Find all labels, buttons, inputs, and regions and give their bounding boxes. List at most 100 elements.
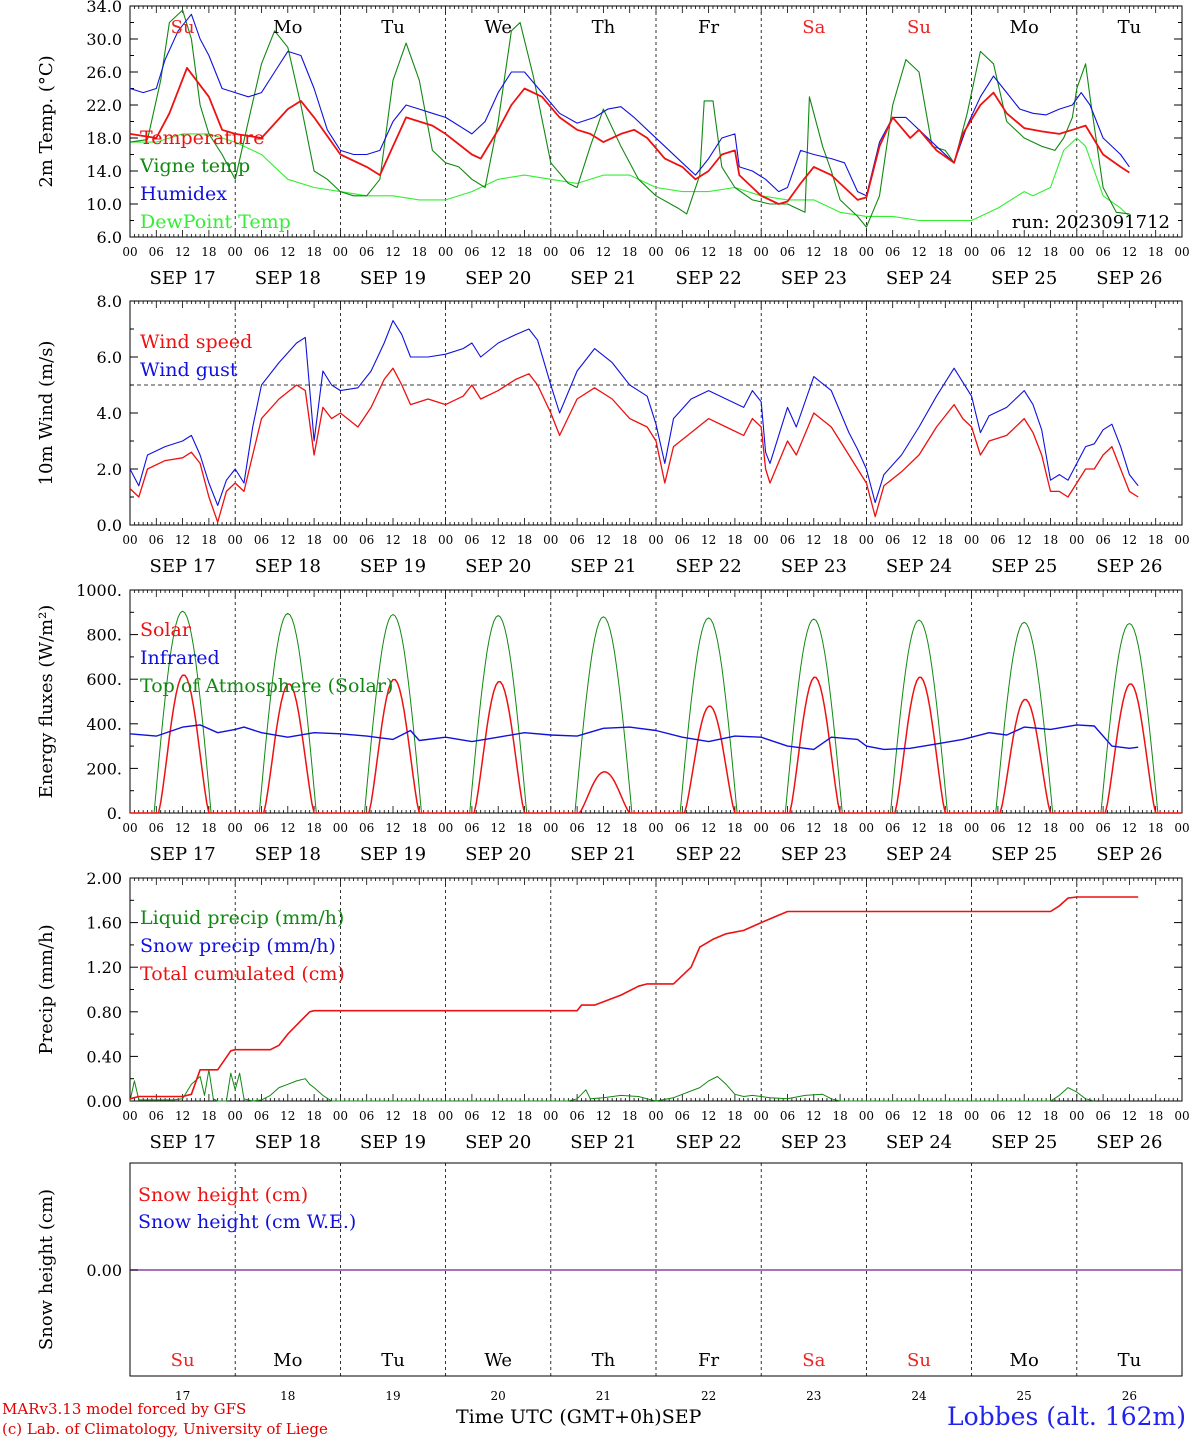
date-label: SEP 21 [570,1132,636,1153]
y-tick-label: 0.00 [86,1092,122,1111]
hour-tick-label: 12 [596,533,611,547]
hour-tick-label: 12 [280,245,295,259]
day-name-label: Fr [698,1350,719,1371]
hour-tick-label: 06 [1095,1109,1110,1123]
date-label: SEP 23 [781,844,847,865]
y-tick-label: 30.0 [86,30,122,49]
day-number-label: 23 [806,1389,821,1403]
hour-tick-label: 00 [333,533,348,547]
date-label: SEP 18 [255,556,321,577]
legend-temperature: Temperature [140,127,264,149]
hour-tick-label: 06 [885,821,900,835]
y-tick-label: 1.20 [86,958,122,977]
day-name-label: Mo [273,17,302,38]
hour-tick-label: 00 [648,533,663,547]
y-tick-label: 0. [107,804,122,823]
date-label: SEP 18 [255,844,321,865]
hour-tick-label: 00 [228,533,243,547]
hour-tick-label: 06 [569,245,584,259]
hour-tick-label: 06 [464,1109,479,1123]
day-number-label: 20 [491,1389,506,1403]
hour-tick-label: 00 [122,821,137,835]
legend-infrared: Infrared [140,647,220,669]
legend-wind-gust: Wind gust [140,359,238,381]
date-label: SEP 25 [991,556,1057,577]
day-name-label: Su [907,1350,931,1371]
hour-tick-label: 06 [885,245,900,259]
hour-tick-label: 00 [543,533,558,547]
hour-tick-label: 18 [727,821,742,835]
hour-tick-label: 12 [701,1109,716,1123]
hour-tick-label: 12 [280,533,295,547]
hour-tick-label: 12 [385,533,400,547]
date-label: SEP 23 [781,268,847,289]
hour-tick-label: 12 [385,245,400,259]
hour-tick-label: 18 [727,245,742,259]
date-label: SEP 23 [781,556,847,577]
hour-tick-label: 18 [1148,533,1163,547]
hour-tick-label: 18 [832,245,847,259]
hour-tick-label: 00 [754,1109,769,1123]
hour-tick-label: 00 [543,821,558,835]
y-tick-label: 0.80 [86,1003,122,1022]
hour-tick-label: 06 [569,821,584,835]
hour-tick-label: 18 [306,821,321,835]
hour-tick-label: 18 [1043,245,1058,259]
hour-tick-label: 18 [201,533,216,547]
hour-tick-label: 12 [1122,1109,1137,1123]
y-tick-label: 4.0 [97,404,122,423]
series-solar-line [130,674,1182,814]
hour-tick-label: 00 [1069,245,1084,259]
day-name-label: Su [907,17,931,38]
hour-tick-label: 00 [648,821,663,835]
hour-tick-label: 12 [1017,533,1032,547]
y-tick-label: 8.0 [97,292,122,311]
date-label: SEP 26 [1096,1132,1162,1153]
legend-snow-height-cm: Snow height (cm) [138,1184,308,1206]
hour-tick-label: 12 [911,533,926,547]
hour-tick-label: 12 [385,821,400,835]
hour-tick-label: 06 [990,821,1005,835]
hour-tick-label: 00 [228,1109,243,1123]
hour-tick-label: 00 [754,245,769,259]
hour-tick-label: 18 [622,245,637,259]
hour-tick-label: 06 [675,821,690,835]
date-label: SEP 19 [360,1132,426,1153]
hour-tick-label: 18 [412,1109,427,1123]
hour-tick-label: 00 [1174,533,1189,547]
hour-tick-label: 06 [1095,821,1110,835]
hour-tick-label: 00 [333,1109,348,1123]
panel-frame [129,300,1183,526]
hour-tick-label: 00 [438,245,453,259]
series-infrared-line [129,724,1139,751]
series-total-cumulated-line [129,896,1139,1100]
hour-tick-label: 00 [859,245,874,259]
hour-tick-label: 06 [990,533,1005,547]
day-name-label: We [484,1350,512,1371]
day-name-label: We [484,17,512,38]
date-label: SEP 26 [1096,268,1162,289]
series-liquid-precip-line [129,1069,1095,1102]
day-number-label: 22 [701,1389,716,1403]
hour-tick-label: 18 [201,821,216,835]
hour-tick-label: 00 [859,533,874,547]
hour-tick-label: 18 [517,533,532,547]
date-label: SEP 23 [781,1132,847,1153]
hour-tick-label: 12 [1017,245,1032,259]
hour-tick-label: 06 [254,1109,269,1123]
legend-vigne-temp: Vigne temp [139,155,250,177]
y-axis-label: 2m Temp. (°C) [36,55,57,187]
date-label: SEP 20 [465,1132,531,1153]
hour-tick-label: 00 [228,245,243,259]
panel-frame [129,589,1183,814]
hour-tick-label: 12 [806,533,821,547]
hour-tick-label: 12 [280,821,295,835]
hour-tick-label: 00 [122,533,137,547]
hour-tick-label: 18 [412,821,427,835]
day-name-label: Mo [1010,17,1039,38]
y-axis-label: Energy fluxes (W/m²) [36,605,57,799]
hour-tick-label: 18 [832,821,847,835]
x-axis-title: Time UTC (GMT+0h)SEP [456,1406,701,1428]
hour-tick-label: 18 [412,245,427,259]
